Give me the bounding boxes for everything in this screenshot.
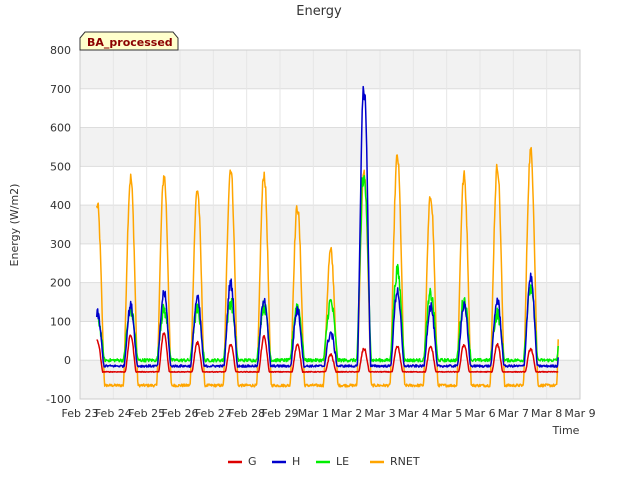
plot-frame bbox=[79, 49, 581, 400]
series-layer bbox=[95, 85, 559, 388]
y-tick-label: 500 bbox=[50, 160, 71, 173]
legend-label: H bbox=[292, 455, 300, 468]
legend: G H LE RNET bbox=[228, 455, 420, 468]
y-tick-label: 200 bbox=[50, 277, 71, 290]
y-tick-label: 300 bbox=[50, 238, 71, 251]
y-axis-label: Energy (W/m2) bbox=[8, 184, 21, 267]
y-tick-label: 700 bbox=[50, 83, 71, 96]
x-tick-label: Feb 29 bbox=[262, 407, 299, 420]
y-tick-label: 400 bbox=[50, 199, 71, 212]
legend-item-le: LE bbox=[316, 455, 349, 468]
x-tick-label: Mar 9 bbox=[564, 407, 595, 420]
y-tick-label: 800 bbox=[50, 44, 71, 57]
y-tick-label: 0 bbox=[64, 354, 71, 367]
processed-badge: BA_processed bbox=[79, 31, 179, 51]
x-tick-label: Mar 7 bbox=[498, 407, 529, 420]
y-tick-label: -100 bbox=[46, 393, 71, 406]
legend-label: G bbox=[248, 455, 257, 468]
series-line-rnet bbox=[95, 146, 559, 388]
grid-band bbox=[80, 205, 580, 244]
series-line-g bbox=[96, 332, 559, 373]
legend-label: RNET bbox=[390, 455, 420, 468]
legend-item-rnet: RNET bbox=[370, 455, 420, 468]
x-tick-label: Feb 25 bbox=[128, 407, 165, 420]
x-tick-label: Mar 5 bbox=[431, 407, 462, 420]
background-bands bbox=[80, 50, 580, 399]
x-tick-label: Feb 27 bbox=[195, 407, 232, 420]
y-tick-label: 600 bbox=[50, 122, 71, 135]
series-line-h bbox=[95, 85, 559, 368]
x-tick-label: Feb 24 bbox=[95, 407, 132, 420]
legend-label: LE bbox=[336, 455, 349, 468]
x-tick-label: Feb 26 bbox=[162, 407, 199, 420]
grid-band bbox=[80, 50, 580, 89]
gridlines bbox=[79, 49, 581, 400]
legend-item-h: H bbox=[272, 455, 300, 468]
badge-label: BA_processed bbox=[87, 36, 173, 49]
grid-band bbox=[80, 127, 580, 167]
y-axis-ticks: -100 0 100 200 300 400 500 600 700 800 bbox=[46, 44, 71, 406]
x-tick-label: Mar 4 bbox=[398, 407, 429, 420]
x-tick-label: Feb 23 bbox=[62, 407, 99, 420]
y-tick-label: 100 bbox=[50, 315, 71, 328]
x-tick-label: Mar 8 bbox=[531, 407, 562, 420]
x-tick-label: Mar 1 bbox=[298, 407, 329, 420]
grid-band bbox=[80, 360, 580, 399]
legend-item-g: G bbox=[228, 455, 257, 468]
x-tick-label: Mar 2 bbox=[331, 407, 362, 420]
x-tick-label: Feb 28 bbox=[228, 407, 265, 420]
x-tick-label: Mar 3 bbox=[364, 407, 395, 420]
series-line-le bbox=[96, 174, 559, 363]
x-axis-label: Time bbox=[552, 424, 580, 437]
x-tick-label: Mar 6 bbox=[464, 407, 495, 420]
chart-title: Energy bbox=[296, 4, 342, 19]
